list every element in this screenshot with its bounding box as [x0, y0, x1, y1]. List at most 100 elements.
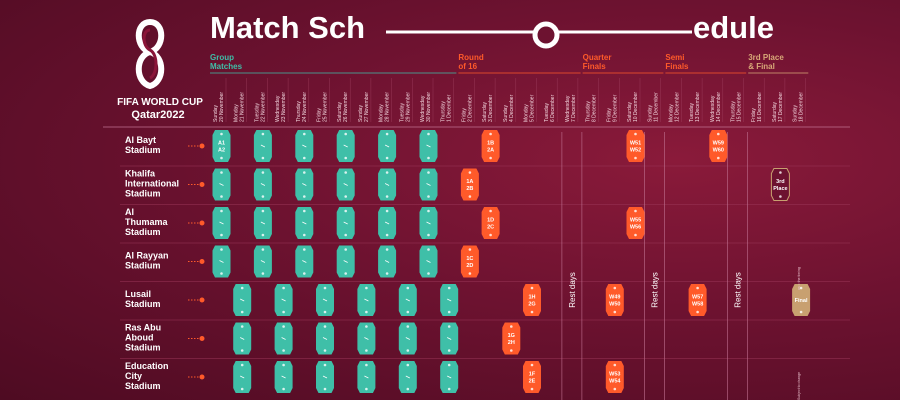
date-date: 10 December: [633, 92, 639, 122]
date-date: 17 December: [778, 92, 784, 122]
date-day: Saturday: [337, 101, 343, 122]
match-top-dot: [344, 171, 348, 174]
match-bottom-dot: [365, 349, 368, 352]
match-badge: [336, 207, 355, 239]
title-ball-icon: [532, 21, 560, 49]
stage-label-line1: Group: [210, 53, 234, 62]
date-header: Monday 5 December: [524, 94, 536, 122]
match-badge: [274, 284, 293, 316]
match-bottom-dot: [634, 156, 637, 160]
date-day: Monday: [524, 104, 530, 122]
date-day: Wednesday: [565, 95, 571, 122]
stadium-dot: [199, 336, 205, 341]
stadium-name: Aboud: [125, 333, 154, 343]
match-badge: [378, 245, 397, 278]
match-badge: Final: [792, 284, 811, 316]
match-vs-mark: [302, 221, 307, 225]
stadium-name: Al Bayt: [125, 135, 156, 145]
stadium-name: Stadium: [125, 261, 161, 271]
match-shape: [523, 284, 541, 316]
match-vs-mark: [260, 260, 266, 263]
date-date: 11 December: [654, 92, 660, 122]
match-bottom-dot: [344, 272, 348, 275]
match-shape: [481, 130, 500, 162]
match-top-dot: [385, 132, 389, 136]
stage-label-line1: Semi: [665, 53, 684, 62]
match-top-dot: [468, 248, 472, 251]
match-top-dot: [779, 171, 782, 174]
match-badge: [357, 322, 376, 355]
date-day: Tuesday: [689, 103, 695, 122]
date-day: Friday: [317, 108, 323, 122]
date-header: Thursday 15 December: [731, 92, 743, 122]
match-bottom-dot: [240, 387, 244, 391]
stage-label-line1: Quarter: [583, 53, 612, 62]
match-bottom-dot: [634, 233, 637, 237]
match-top-dot: [530, 363, 534, 367]
match-top-dot: [510, 325, 513, 328]
match-vs-mark: [260, 183, 266, 186]
match-team-label: W49: [609, 295, 620, 301]
match-shape: [481, 207, 500, 239]
date-header: Friday 16 December: [751, 92, 763, 122]
date-header: Wednesday 23 November: [275, 92, 287, 122]
match-vs-mark: [405, 337, 410, 340]
match-vs-mark: [364, 337, 369, 340]
match-vs-mark: [405, 298, 410, 302]
match-top-dot: [468, 171, 472, 174]
match-badge: [378, 168, 397, 201]
match-bottom-dot: [613, 387, 617, 391]
match-top-dot: [344, 132, 348, 136]
match-badge: [253, 130, 272, 162]
match-badge: [295, 207, 314, 239]
match-top-dot: [489, 209, 492, 213]
match-bottom-dot: [406, 349, 410, 352]
logo-emblem-icon: [135, 18, 165, 90]
date-day: Thursday: [441, 101, 447, 122]
match-bottom-dot: [406, 387, 410, 391]
match-bottom-dot: [344, 233, 348, 237]
match-top-dot: [385, 248, 389, 251]
match-bottom-dot: [489, 233, 492, 237]
stadium-name: Stadium: [125, 145, 161, 155]
match-team-label: 2A: [487, 148, 494, 154]
page-title-part1: Match Sch: [210, 10, 365, 45]
logo-line1: FIFA WORLD CUP: [117, 97, 203, 108]
date-date: 24 November: [302, 92, 308, 122]
date-date: 27 November: [364, 92, 370, 122]
match-bottom-dot: [220, 195, 223, 198]
date-date: 2 December: [467, 94, 473, 122]
match-team-label: 1H: [528, 295, 535, 301]
match-vs-mark: [219, 260, 224, 263]
match-top-dot: [303, 248, 306, 251]
match-bottom-dot: [220, 156, 223, 160]
page-title-part2: edule: [693, 10, 774, 45]
date-header: Wednesday 14 December: [710, 92, 722, 122]
date-day: Sunday: [503, 105, 509, 122]
rest-days-label: Rest days: [734, 272, 743, 308]
date-date: 25 November: [323, 92, 329, 122]
match-team-label: 1D: [487, 218, 494, 224]
date-date: 12 December: [674, 92, 680, 122]
match-top-dot: [240, 325, 244, 328]
stadium-dot: [199, 297, 205, 303]
match-bottom-dot: [717, 156, 720, 160]
date-header: Tuesday 6 December: [544, 94, 556, 122]
date-day: Sunday: [358, 105, 364, 122]
stadium-name: Thumama: [125, 217, 169, 227]
match-top-dot: [613, 363, 617, 367]
match-top-dot: [240, 286, 244, 290]
rest-days-label: Rest days: [651, 272, 660, 308]
match-badge: [398, 361, 417, 393]
match-vs-mark: [405, 375, 410, 379]
stadium-name: Ras Abu: [125, 323, 161, 333]
date-date: 20 November: [219, 92, 225, 122]
match-top-dot: [261, 171, 265, 174]
match-bottom-dot: [406, 310, 410, 314]
stage-label-line1: 3rd Place: [748, 53, 784, 62]
match-badge: [295, 130, 314, 162]
